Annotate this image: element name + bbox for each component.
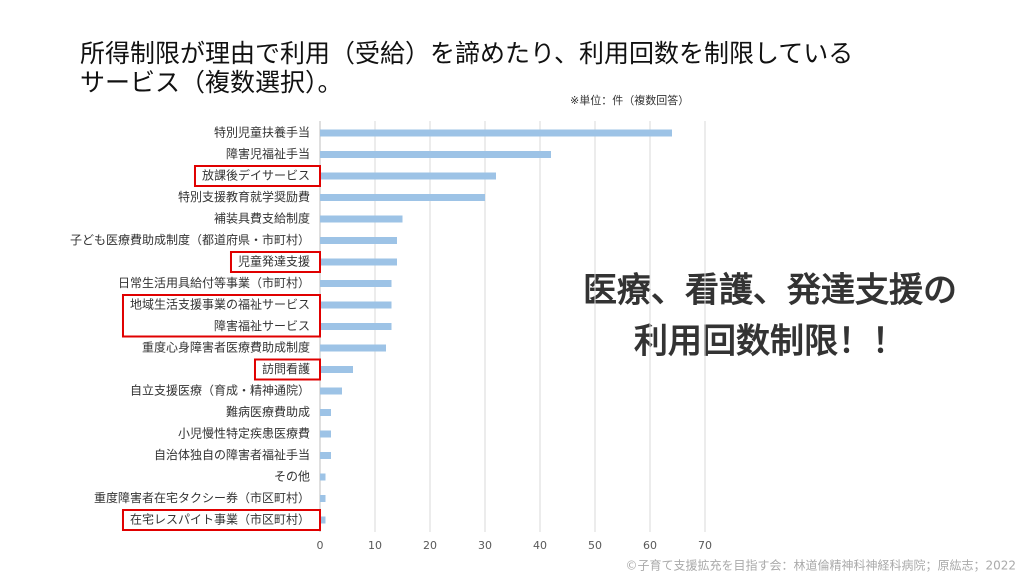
bar xyxy=(320,344,386,352)
y-tick-label: 補装具費支給制度 xyxy=(214,211,310,226)
bar xyxy=(320,258,397,266)
y-tick-label: 自立支援医療（育成・精神通院） xyxy=(130,383,310,398)
bar xyxy=(320,387,342,395)
y-tick-label: 訪問看護 xyxy=(262,361,310,376)
y-tick-label: 児童発達支援 xyxy=(238,254,310,269)
highlight-box xyxy=(253,358,321,381)
y-tick-label: 特別支援教育就学奨励費 xyxy=(178,189,310,204)
x-tick-label: 60 xyxy=(643,539,657,552)
footer: ©子育て支援拡充を目指す会：林道倫精神科神経科病院；原紘志；2022 xyxy=(625,558,1016,573)
callout-line: 利用回数制限！！ xyxy=(634,322,906,362)
y-tick-label: 子ども医療費助成制度（都道府県・市町村） xyxy=(70,232,310,247)
title-line: 所得制限が理由で利用（受給）を諦めたり、利用回数を制限している xyxy=(80,39,853,68)
highlight-box xyxy=(229,251,321,273)
highlight-box xyxy=(121,509,321,531)
bar xyxy=(320,215,403,223)
bar xyxy=(320,473,326,481)
y-tick-label: 重度障害者在宅タクシー券（市区町村） xyxy=(94,490,310,505)
bar xyxy=(320,280,392,287)
y-tick-label: 特別児童扶養手当 xyxy=(214,125,310,140)
bar xyxy=(320,430,331,438)
x-tick-label: 40 xyxy=(533,539,547,552)
x-tick-label: 20 xyxy=(423,539,437,552)
unit-note: ※単位：件（複数回答） xyxy=(570,93,689,107)
bar xyxy=(320,151,551,158)
y-tick-label: 難病医療費助成 xyxy=(226,404,310,419)
y-tick-label: 日常生活用具給付等事業（市町村） xyxy=(118,275,310,290)
y-tick-label: 地域生活支援事業の福祉サービス xyxy=(130,297,310,312)
x-tick-label: 0 xyxy=(317,539,324,552)
y-tick-label: 重度心身障害者医療費助成制度 xyxy=(142,340,310,355)
bar xyxy=(320,301,392,309)
x-tick-label: 70 xyxy=(698,539,712,552)
bar xyxy=(320,366,353,373)
y-tick-label: その他 xyxy=(274,470,310,484)
x-tick-label: 50 xyxy=(588,539,602,552)
bar xyxy=(320,495,326,502)
y-tick-label: 障害福祉サービス xyxy=(214,318,310,333)
bar xyxy=(320,237,397,244)
bar xyxy=(320,323,392,330)
bar xyxy=(320,172,496,180)
bar xyxy=(320,452,331,459)
title-line: サービス（複数選択）。 xyxy=(80,68,343,97)
highlight-box xyxy=(193,165,321,187)
y-tick-label: 小児慢性特定疾患医療費 xyxy=(178,426,310,441)
y-tick-label: 放課後デイサービス xyxy=(202,168,310,183)
y-tick-label: 在宅レスパイト事業（市区町村） xyxy=(130,512,310,527)
bar xyxy=(320,194,485,201)
highlight-box xyxy=(121,294,321,338)
x-tick-label: 30 xyxy=(478,539,492,552)
x-tick-label: 10 xyxy=(368,539,382,552)
bar xyxy=(320,129,672,137)
y-tick-label: 自治体独自の障害者福祉手当 xyxy=(154,447,310,462)
bar xyxy=(320,516,326,524)
callout-line: 医療、看護、発達支援の xyxy=(583,271,957,311)
bar xyxy=(320,409,331,416)
y-tick-label: 障害児福祉手当 xyxy=(226,146,310,161)
